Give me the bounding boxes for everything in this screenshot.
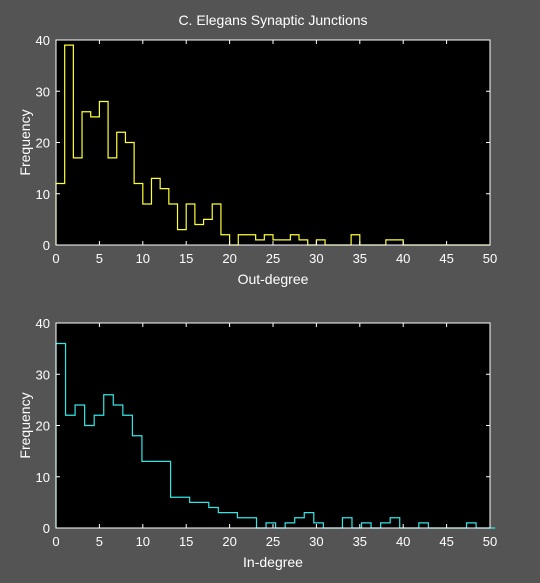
out-degree-xtick-label: 40 [396,251,410,266]
in-degree-xtick-label: 20 [222,534,236,549]
out-degree-plot-area [56,40,490,245]
out-degree-xtick-label: 15 [179,251,193,266]
in-degree-ytick-label: 40 [36,316,50,331]
out-degree-ytick-label: 0 [43,238,50,253]
out-degree-xtick-label: 0 [52,251,59,266]
in-degree-ytick-label: 30 [36,367,50,382]
out-degree-xlabel: Out-degree [238,271,309,287]
in-degree-xtick-label: 10 [136,534,150,549]
in-degree-ytick-label: 10 [36,470,50,485]
out-degree-xtick-label: 35 [353,251,367,266]
out-degree-xtick-label: 50 [483,251,497,266]
out-degree-xtick-label: 20 [222,251,236,266]
in-degree-plot-area [56,323,490,528]
in-degree-xtick-label: 5 [96,534,103,549]
in-degree-xtick-label: 25 [266,534,280,549]
out-degree-ytick-label: 30 [36,84,50,99]
out-degree-xtick-label: 30 [309,251,323,266]
in-degree-ytick-label: 20 [36,419,50,434]
in-degree-xtick-label: 15 [179,534,193,549]
in-degree-xtick-label: 30 [309,534,323,549]
in-degree-ytick-label: 0 [43,521,50,536]
out-degree-xtick-label: 10 [136,251,150,266]
in-degree-histogram: 0 5 10 15 20 25 30 35 40 45 50 0 10 20 30 40 In-degree Fr… [17,316,497,570]
out-degree-xtick-label: 45 [439,251,453,266]
in-degree-xtick-label: 40 [396,534,410,549]
out-degree-ytick-label: 20 [36,136,50,151]
out-degree-xtick-label: 25 [266,251,280,266]
out-degree-histogram: 0 5 10 15 20 25 30 35 40 45 50 0 10 20 30 40 Out-degree F… [17,33,497,287]
in-degree-xtick-label: 50 [483,534,497,549]
out-degree-xtick-label: 5 [96,251,103,266]
in-degree-ylabel: Frequency [17,392,33,458]
in-degree-xlabel: In-degree [243,554,303,570]
out-degree-ylabel: Frequency [17,109,33,175]
in-degree-xtick-label: 35 [353,534,367,549]
out-degree-ytick-label: 10 [36,187,50,202]
in-degree-xtick-label: 45 [439,534,453,549]
out-degree-ytick-label: 40 [36,33,50,48]
figure-title: C. Elegans Synaptic Junctions [178,12,367,28]
in-degree-xtick-label: 0 [52,534,59,549]
